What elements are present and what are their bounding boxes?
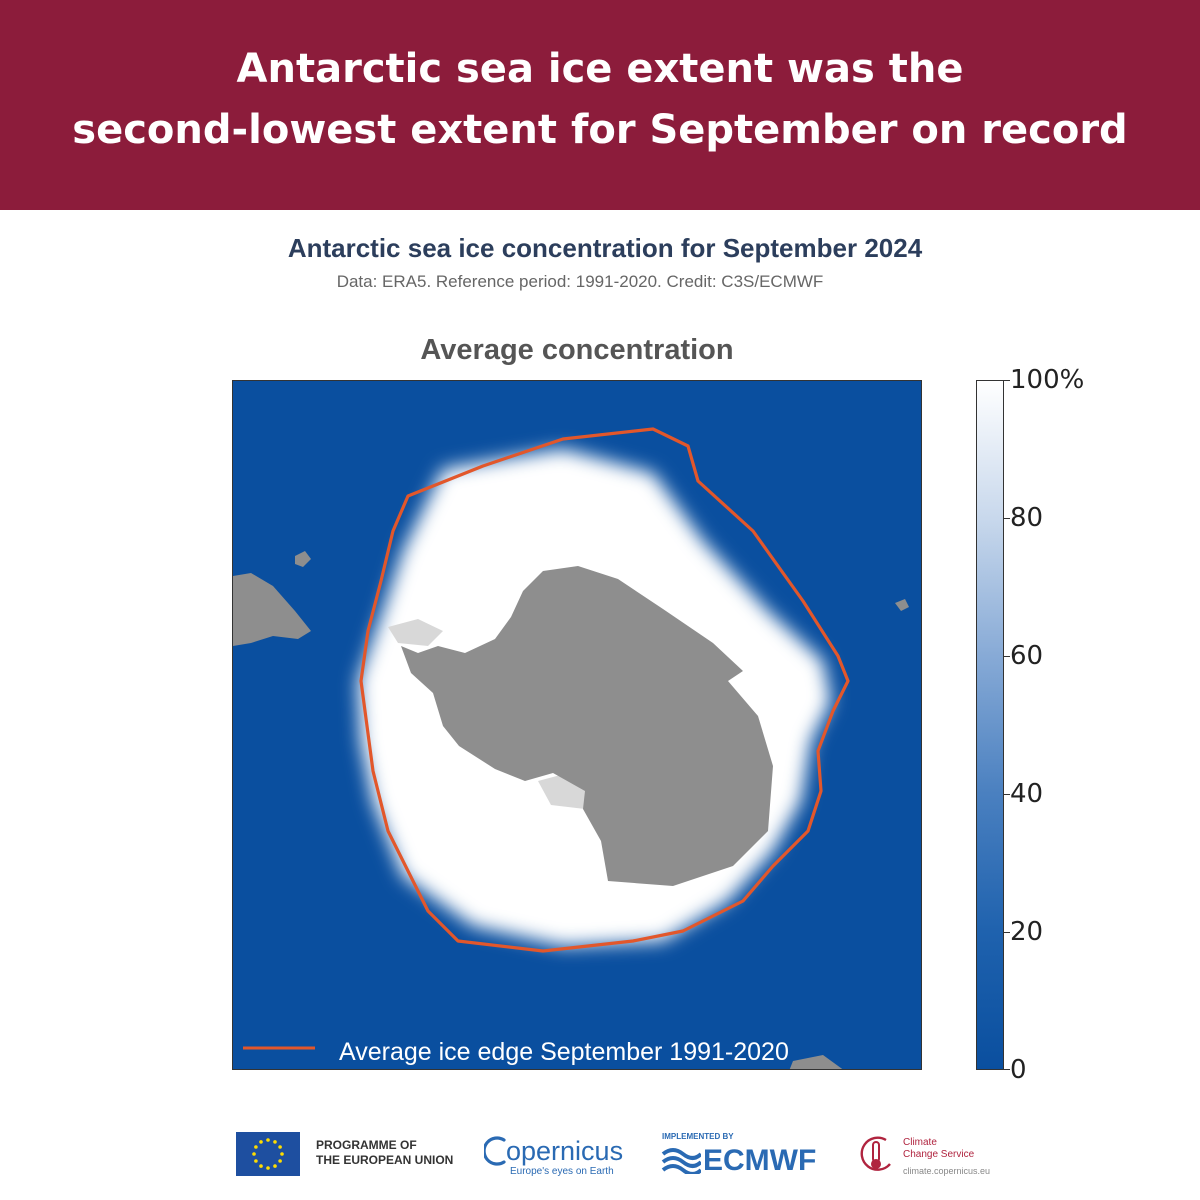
eu-star-icon xyxy=(273,1164,277,1168)
eu-stars-icon xyxy=(252,1138,284,1170)
colorbar-tick-mark xyxy=(1004,932,1010,933)
eu-star-icon xyxy=(254,1159,258,1163)
eu-line-1: PROGRAMME OF xyxy=(316,1138,417,1152)
colorbar-tick-label: 60 xyxy=(1010,641,1044,671)
eu-star-icon xyxy=(254,1145,258,1149)
eu-star-icon xyxy=(280,1152,284,1156)
c3s-line-1: Climate xyxy=(903,1137,937,1148)
average-ice-edge-line xyxy=(359,427,850,953)
polar-map-canvas xyxy=(233,381,921,1069)
eu-star-icon xyxy=(278,1159,282,1163)
south-america-tip xyxy=(233,573,311,646)
colorbar xyxy=(976,380,1004,1070)
sea-ice-map: Average ice edge September 1991-2020 xyxy=(232,380,922,1070)
eu-programme-text: PROGRAMME OF THE EUROPEAN UNION xyxy=(316,1138,453,1168)
colorbar-tick-label: 20 xyxy=(1010,917,1044,947)
panel-title: Average concentration xyxy=(420,334,734,366)
eu-star-icon xyxy=(259,1164,263,1168)
colorbar-tick-label: 0 xyxy=(1010,1055,1027,1085)
figure-title: Antarctic sea ice concentration for Sept… xyxy=(287,233,923,263)
copernicus-wordmark: opernicus xyxy=(506,1136,624,1166)
ecmwf-wordmark: ECMWF xyxy=(703,1144,817,1177)
island xyxy=(895,599,909,611)
island xyxy=(789,1055,843,1069)
colorbar-tick-label: 40 xyxy=(1010,779,1044,809)
eu-flag-logo xyxy=(236,1132,300,1176)
headline-line-2: second-lowest extent for September on re… xyxy=(72,107,1128,153)
figure-subtitle: Data: ERA5. Reference period: 1991-2020.… xyxy=(336,272,824,291)
legend-label: Average ice edge September 1991-2020 xyxy=(339,1038,789,1066)
headline-line-1: Antarctic sea ice extent was the xyxy=(236,46,964,92)
eu-star-icon xyxy=(259,1140,263,1144)
eu-star-icon xyxy=(278,1145,282,1149)
eu-star-icon xyxy=(273,1140,277,1144)
colorbar-tick-mark xyxy=(1004,656,1010,657)
colorbar-tick-mark xyxy=(1004,794,1010,795)
eu-star-icon xyxy=(252,1152,256,1156)
colorbar-tick-label: 100% xyxy=(1010,365,1085,395)
colorbar-tick-mark xyxy=(1004,1069,1010,1070)
colorbar-tick-label: 80 xyxy=(1010,503,1044,533)
eu-line-2: THE EUROPEAN UNION xyxy=(316,1153,454,1167)
copernicus-c-icon xyxy=(484,1136,506,1166)
c3s-thermometer-icon xyxy=(860,1136,891,1171)
ecmwf-waves-icon xyxy=(661,1148,701,1174)
eu-star-icon xyxy=(266,1138,270,1142)
falkland-islands xyxy=(295,551,311,567)
eu-star-icon xyxy=(266,1166,270,1170)
colorbar-tick-mark xyxy=(1004,518,1010,519)
antarctica-landmass xyxy=(401,566,773,886)
implemented-by-label: IMPLEMENTED BY xyxy=(662,1132,734,1141)
minor-ice-shelf xyxy=(388,619,443,646)
header-banner: Antarctic sea ice extent was the second-… xyxy=(0,0,1200,210)
c3s-line-2: Change Service xyxy=(903,1149,975,1160)
colorbar-tick-mark xyxy=(1004,380,1010,381)
copernicus-tagline: Europe's eyes on Earth xyxy=(510,1166,614,1177)
c3s-url: climate.copernicus.eu xyxy=(903,1166,991,1176)
